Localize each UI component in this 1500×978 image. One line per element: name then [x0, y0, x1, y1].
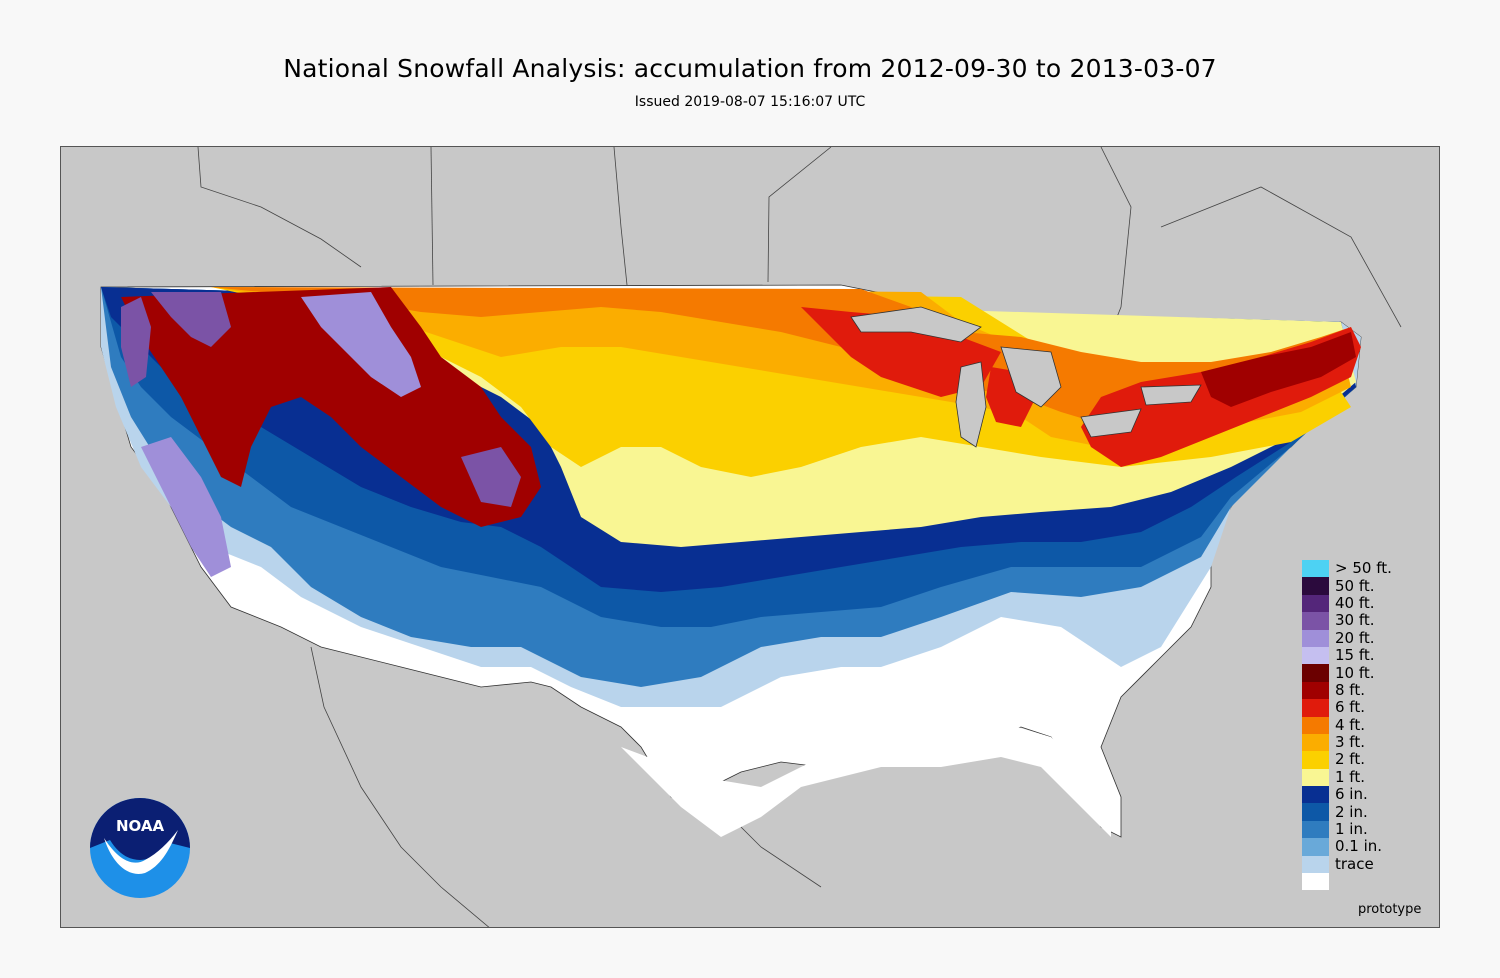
legend-item: 15 ft. — [1302, 646, 1432, 665]
west-mountains-red — [121, 287, 541, 527]
legend-swatch — [1302, 594, 1329, 613]
legend-item: 2 ft. — [1302, 750, 1432, 769]
boundary-lines — [197, 147, 1402, 927]
legend-label: 8 ft. — [1335, 680, 1365, 699]
issued-timestamp: Issued 2019-08-07 15:16:07 UTC — [634, 94, 866, 110]
legend-item: 1 ft. — [1302, 767, 1432, 787]
legend-label: 40 ft. — [1335, 593, 1375, 612]
legend-label: 0.1 in. — [1335, 837, 1383, 856]
legend-swatch — [1302, 733, 1329, 752]
legend-item: 6 ft. — [1302, 698, 1432, 717]
noaa-logo-icon: NOAA — [90, 798, 190, 898]
legend-label: 1 in. — [1335, 820, 1368, 839]
legend-swatch — [1302, 681, 1329, 700]
rockies-purple — [301, 292, 421, 397]
legend-label: trace — [1335, 854, 1374, 873]
cascades-purple — [121, 297, 151, 387]
legend-swatch — [1302, 751, 1329, 769]
legend-swatch — [1302, 664, 1329, 682]
legend-item: 40 ft. — [1302, 593, 1432, 613]
legend-label: 30 ft. — [1335, 611, 1375, 630]
map-title: National Snowfall Analysis: accumulation… — [283, 54, 1217, 83]
legend-label: 6 in. — [1335, 785, 1368, 804]
legend-swatch — [1302, 716, 1329, 734]
legend-swatch — [1302, 612, 1329, 630]
noaa-logo-text: NOAA — [116, 817, 165, 835]
legend-label: 4 ft. — [1335, 715, 1365, 734]
us-region-six-foot — [211, 287, 1351, 427]
legend-label: 6 ft. — [1335, 698, 1365, 717]
legend-swatch — [1302, 646, 1329, 665]
legend-swatch — [1302, 699, 1329, 717]
legend-item: 30 ft. — [1302, 611, 1432, 630]
legend-swatch — [1302, 873, 1329, 891]
west-mountains-purple — [151, 292, 231, 347]
legend-swatch — [1302, 786, 1329, 804]
utah-purple — [461, 447, 521, 507]
legend-label: 10 ft. — [1335, 663, 1375, 682]
legend-swatch — [1302, 577, 1329, 595]
legend-item: 4 ft. — [1302, 715, 1432, 734]
legend-item: 0.1 in. — [1302, 837, 1432, 856]
legend-item: 50 ft. — [1302, 576, 1432, 595]
legend-label: 2 ft. — [1335, 750, 1365, 769]
legend-item: 10 ft. — [1302, 663, 1432, 682]
legend-item: > 50 ft. — [1302, 559, 1432, 578]
gulf-coast-trace — [621, 722, 1111, 837]
legend-swatch — [1302, 803, 1329, 821]
northeast-darkred-zone — [1201, 332, 1356, 407]
legend-swatch — [1302, 855, 1329, 874]
legend-swatch — [1302, 820, 1329, 839]
legend-item: 2 in. — [1302, 802, 1432, 821]
prototype-label: prototype — [1358, 902, 1422, 917]
legend-label: 1 ft. — [1335, 767, 1365, 786]
legend-label: 50 ft. — [1335, 576, 1375, 595]
legend-item: 20 ft. — [1302, 628, 1432, 647]
great-lakes — [850, 306, 1202, 448]
legend-swatch — [1302, 560, 1329, 578]
legend: > 50 ft. 50 ft. 40 ft. 30 ft. 20 ft. 15 ft. 10… — [1302, 559, 1432, 891]
legend-swatch — [1302, 838, 1329, 856]
legend-item: 6 in. — [1302, 785, 1432, 804]
legend-label: 2 in. — [1335, 802, 1368, 821]
legend-label: 3 ft. — [1335, 733, 1365, 752]
legend-item — [1302, 873, 1432, 891]
legend-label: 15 ft. — [1335, 646, 1375, 665]
legend-label: > 50 ft. — [1335, 559, 1392, 578]
legend-item: 8 ft. — [1302, 680, 1432, 700]
legend-item: 3 ft. — [1302, 733, 1432, 752]
legend-item: trace — [1302, 854, 1432, 874]
great-lakes-red-zone — [801, 307, 1001, 397]
snowfall-map-canvas — [100, 147, 1402, 927]
snowfall-map[interactable] — [60, 146, 1440, 928]
sierra-purple — [141, 437, 231, 577]
legend-item: 1 in. — [1302, 820, 1432, 839]
legend-swatch — [1302, 768, 1329, 787]
legend-label: 20 ft. — [1335, 628, 1375, 647]
legend-swatch — [1302, 629, 1329, 647]
